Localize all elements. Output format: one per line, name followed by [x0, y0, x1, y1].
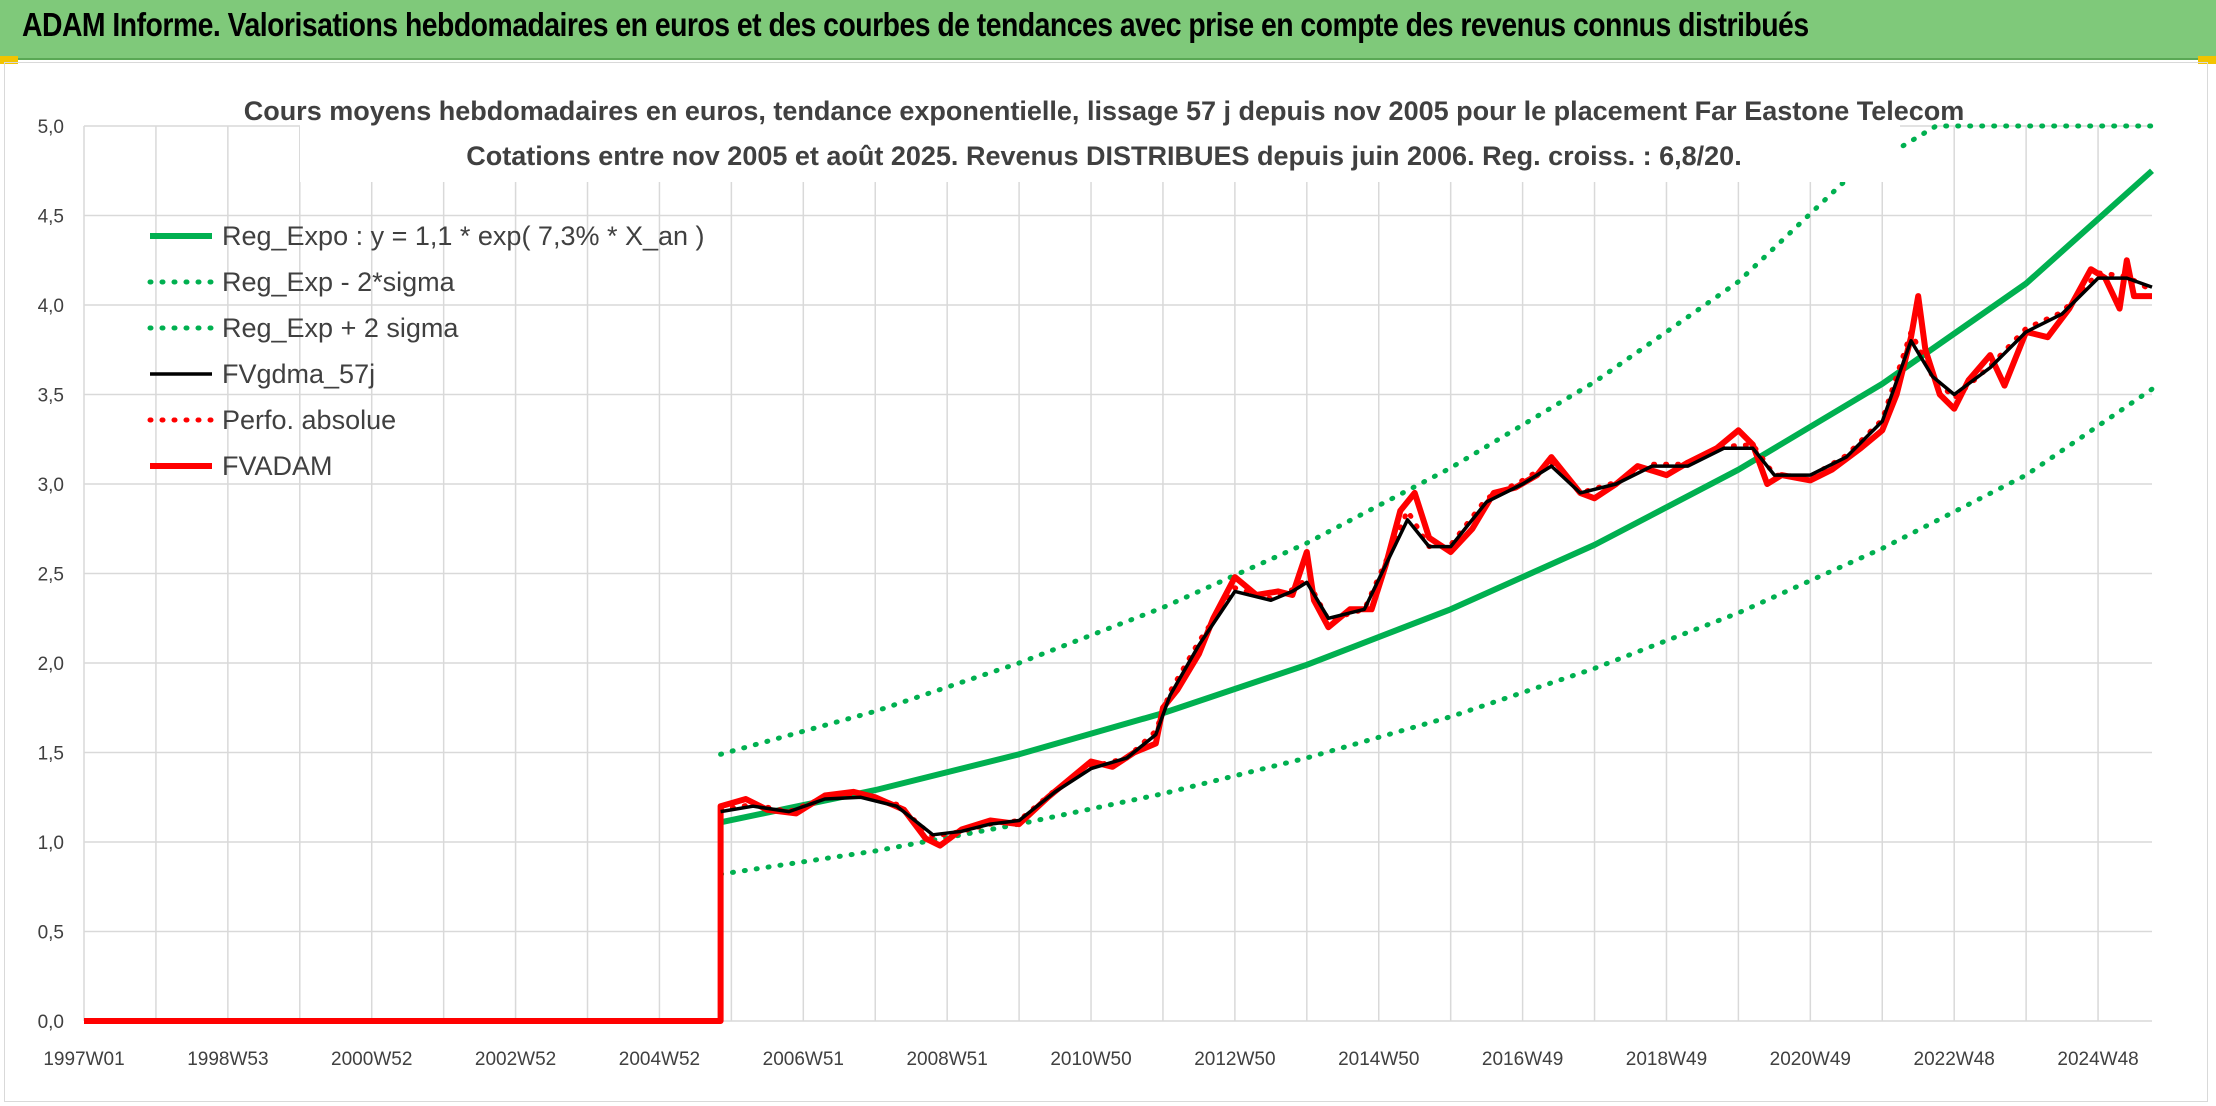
chart-title-line-1: Cours moyens hebdomadaires en euros, ten… [244, 96, 1965, 126]
x-tick-label: 2010W50 [1050, 1049, 1131, 1070]
y-tick-label: 2,5 [38, 565, 64, 586]
series-line-2 [718, 123, 2155, 757]
y-tick-label: 2,0 [38, 654, 64, 675]
series-layer [84, 123, 2155, 1024]
grid-layer [83, 125, 2152, 1022]
y-tick-label: 4,5 [38, 207, 64, 228]
y-tick-label: 3,5 [38, 386, 64, 407]
chart-frame [4, 62, 2208, 1102]
legend: Reg_Expo : y = 1,1 * exp( 7,3% * X_an ) R… [147, 221, 705, 481]
x-tick-label: 2014W50 [1338, 1049, 1419, 1070]
x-tick-label: 2012W50 [1194, 1049, 1275, 1070]
x-tick-label: 2006W51 [763, 1049, 844, 1070]
legend-label-1: Reg_Exp - 2*sigma [222, 267, 456, 297]
x-tick-label: 2024W48 [2057, 1049, 2138, 1070]
x-tick-label: 2020W49 [1770, 1049, 1851, 1070]
chart-title-background [300, 88, 1900, 182]
series-line-3 [720, 276, 2153, 837]
x-tick-label: 1998W53 [187, 1049, 268, 1070]
x-tick-label: 2000W52 [331, 1049, 412, 1070]
y-tick-label: 1,0 [38, 833, 64, 854]
y-tick-label: 5,0 [38, 117, 64, 138]
chart-title-line-2: Cotations entre nov 2005 et août 2025. R… [466, 141, 1741, 171]
axis-layer: 0,0 0,5 1,0 1,5 2,0 2,5 3,0 3,5 4,0 4,5 5,0 1997W01… [38, 117, 2139, 1070]
x-tick-label: 1997W01 [43, 1049, 124, 1070]
x-tick-label: 2004W52 [619, 1049, 700, 1070]
y-tick-label: 4,0 [38, 296, 64, 317]
report-title: ADAM Informe. Valorisations hebdomadaire… [22, 6, 1809, 43]
y-tick-label: 0,0 [38, 1012, 64, 1033]
series-line-1 [718, 386, 2155, 877]
legend-label-3: FVgdma_57j [222, 359, 375, 389]
y-tick-label: 3,0 [38, 475, 64, 496]
x-tick-label: 2018W49 [1626, 1049, 1707, 1070]
legend-label-5: FVADAM [222, 451, 333, 481]
x-tick-label: 2008W51 [906, 1049, 987, 1070]
y-tick-label: 0,5 [38, 923, 64, 944]
corner-marker-left [0, 56, 18, 64]
series-line-4 [718, 270, 2155, 840]
series-line-0 [719, 168, 2155, 826]
y-tick-label: 1,5 [38, 744, 64, 765]
x-tick-label: 2022W48 [1914, 1049, 1995, 1070]
legend-label-0: Reg_Expo : y = 1,1 * exp( 7,3% * X_an ) [222, 221, 705, 251]
report-banner: ADAM Informe. Valorisations hebdomadaire… [0, 0, 2216, 60]
legend-label-4: Perfo. absolue [222, 405, 396, 435]
x-tick-label: 2016W49 [1482, 1049, 1563, 1070]
chart-title-block: Cours moyens hebdomadaires en euros, ten… [244, 88, 1965, 182]
x-tick-label: 2002W52 [475, 1049, 556, 1070]
corner-marker-right [2198, 56, 2216, 64]
legend-label-2: Reg_Exp + 2 sigma [222, 313, 459, 343]
series-line-5 [84, 257, 2152, 1024]
